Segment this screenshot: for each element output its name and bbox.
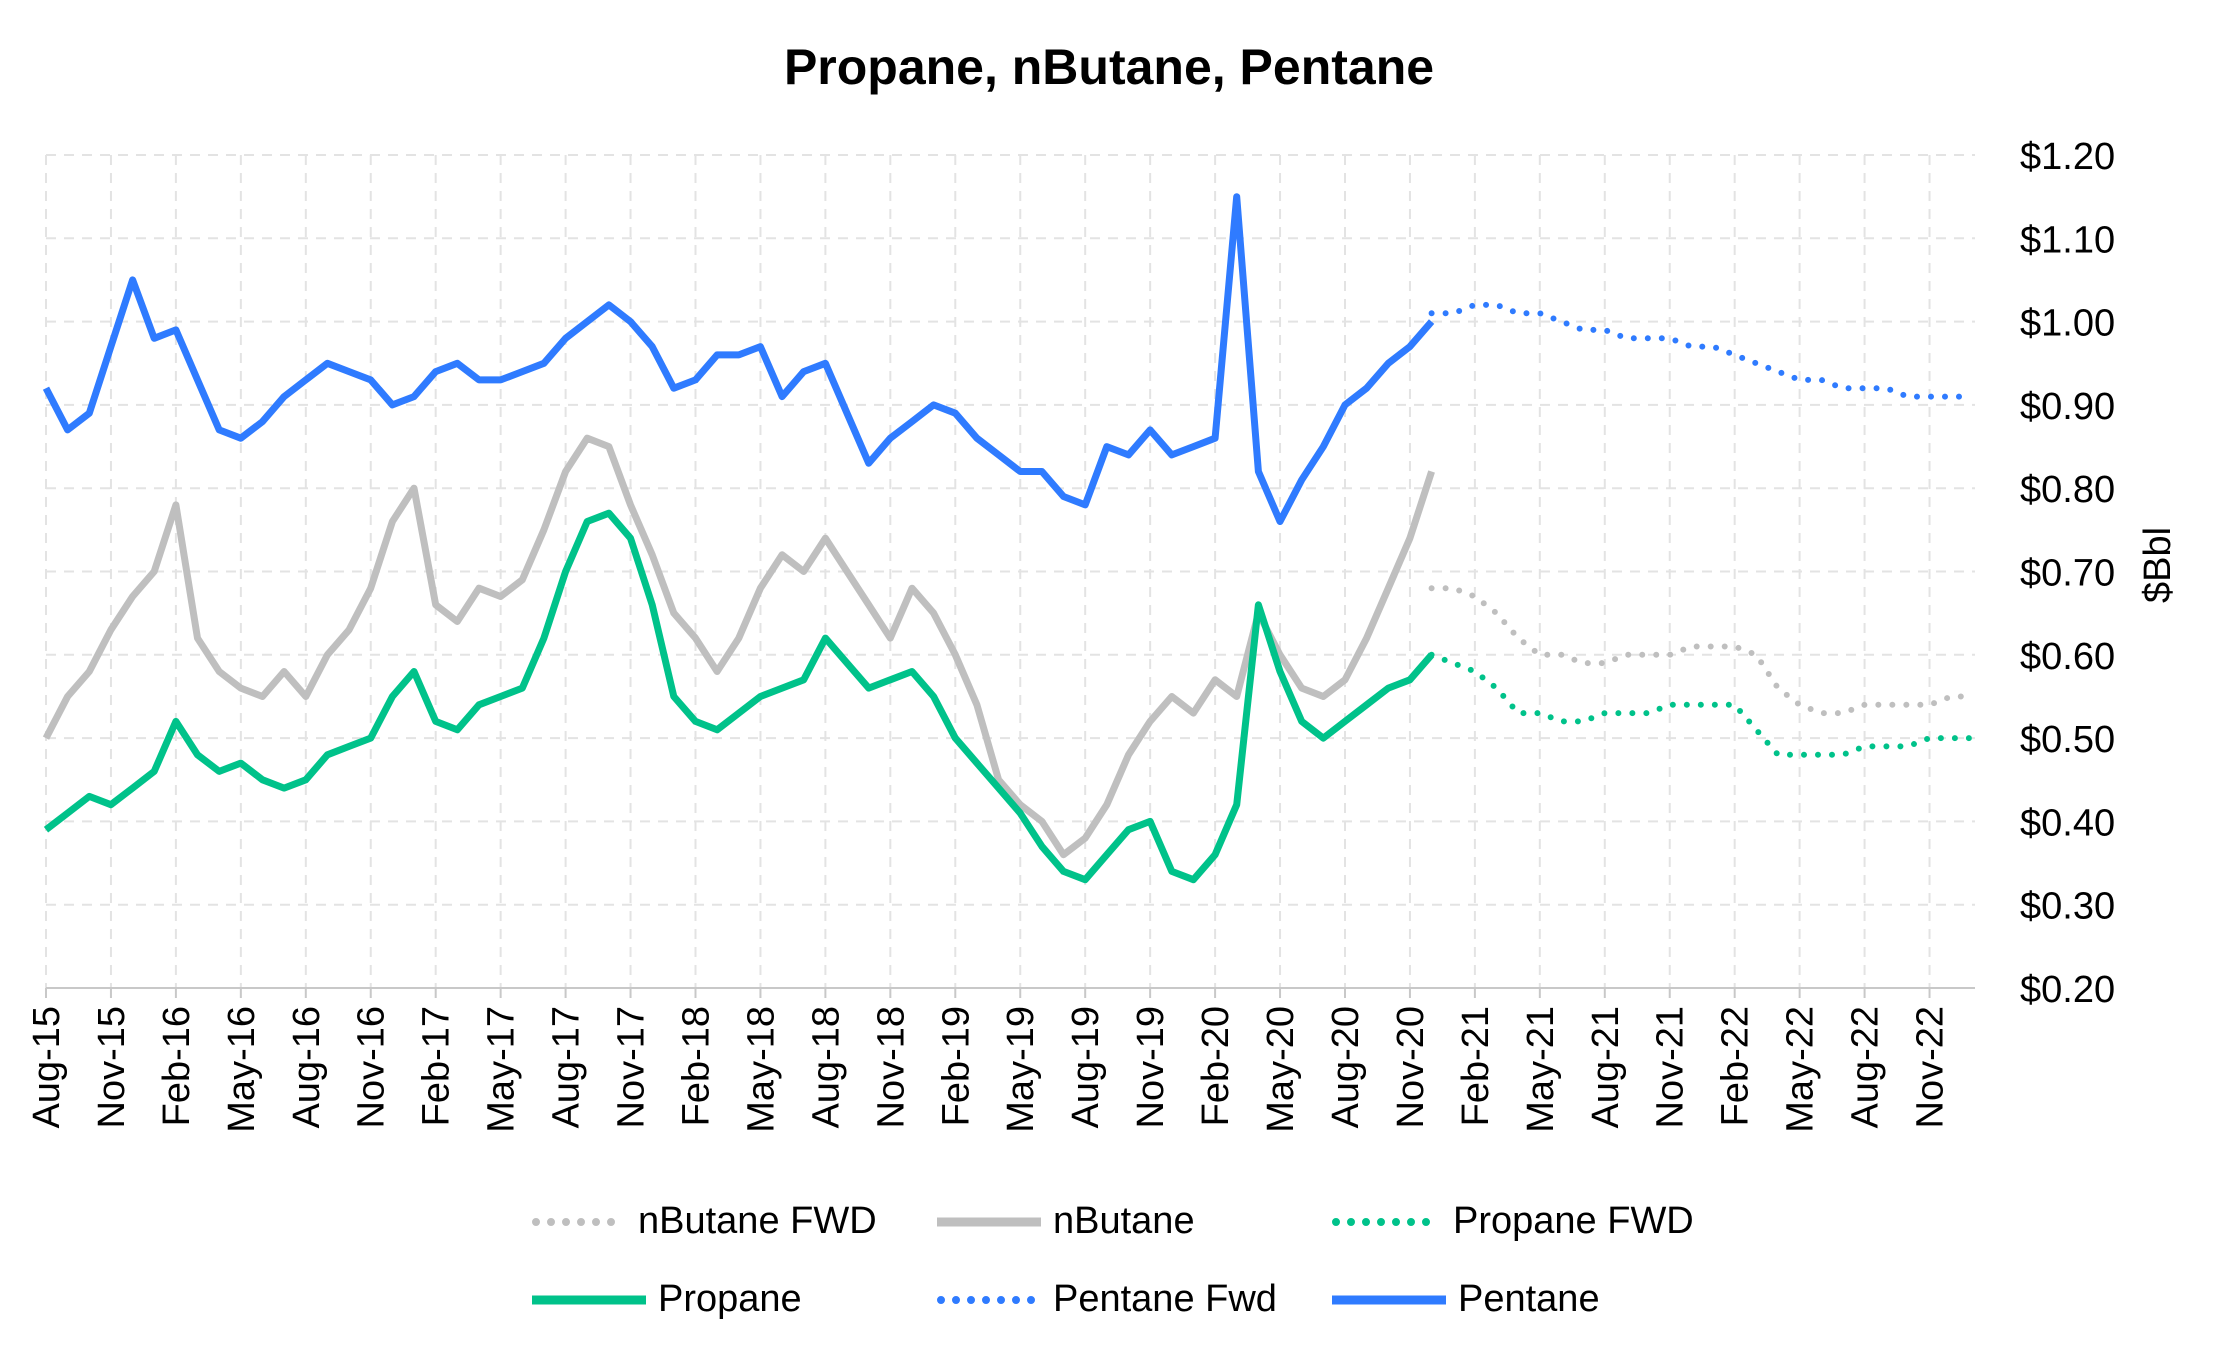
x-tick-label: Aug-21: [1585, 1006, 1627, 1129]
y-tick-label: $1.20: [2020, 136, 2115, 178]
series-line-pentane-fwd: [1428, 301, 1976, 400]
x-tick-label: Nov-20: [1390, 1006, 1432, 1129]
series-line-nbutane-fwd: [1428, 585, 1976, 717]
y-tick-label: $0.60: [2020, 636, 2115, 678]
x-tick-label: Feb-22: [1715, 1006, 1757, 1126]
y-tick-label: $0.30: [2020, 886, 2115, 928]
x-tick-label: May-21: [1520, 1006, 1562, 1133]
legend-item-nbutane: nButane: [935, 1200, 1195, 1243]
x-tick-label: Aug-16: [286, 1006, 328, 1129]
legend-swatch-dotted-green-icon: [1332, 1217, 1444, 1226]
series-line-propane: [43, 509, 1435, 884]
legend-item-propane: Propane: [530, 1278, 802, 1321]
x-tick-label: May-16: [221, 1006, 263, 1133]
series-line-nbutane: [42, 434, 1435, 859]
legend-label: Propane FWD: [1453, 1200, 1694, 1242]
legend-label: Pentane Fwd: [1053, 1278, 1277, 1320]
legend-swatch-dotted-gray-icon: [532, 1217, 630, 1226]
x-tick-label: May-19: [1000, 1006, 1042, 1133]
legend-item-propane-fwd: Propane FWD: [1330, 1200, 1694, 1243]
legend-swatch-solid-gray-icon: [937, 1217, 1041, 1226]
x-tick-label: May-18: [740, 1006, 782, 1133]
x-tick-label: Nov-17: [611, 1006, 653, 1129]
x-tick-label: Nov-18: [870, 1006, 912, 1129]
x-tick-label: Nov-21: [1650, 1006, 1692, 1129]
legend-item-pentane-fwd: Pentane Fwd: [935, 1278, 1277, 1321]
x-tick-label: Nov-19: [1130, 1006, 1172, 1129]
legend-item-nbutane-fwd: nButane FWD: [530, 1200, 877, 1243]
x-tick-label: Feb-16: [156, 1006, 198, 1126]
legend-swatch-dotted-blue-icon: [937, 1295, 1043, 1304]
y-tick-label: $1.00: [2020, 303, 2115, 345]
y-axis: $0.20 $0.30 $0.40 $0.50 $0.60 $0.70 $0.80 $0.90…: [2020, 136, 2115, 1011]
x-tick-label: Aug-20: [1325, 1006, 1367, 1129]
x-tick-labels: Aug-15 Nov-15 Feb-16 May-16 Aug-16 Nov-16 Feb-…: [26, 1006, 1952, 1133]
x-tick-label: Feb-17: [416, 1006, 458, 1126]
legend-swatch-solid-green-icon: [532, 1295, 646, 1304]
x-tick-label: May-20: [1260, 1006, 1302, 1133]
y-tick-label: $1.10: [2020, 219, 2115, 261]
x-tick-label: Feb-20: [1195, 1006, 1237, 1126]
series-line-pentane: [42, 193, 1435, 525]
x-tick-label: Nov-22: [1910, 1006, 1952, 1129]
x-tick-label: Nov-16: [351, 1006, 393, 1129]
y-tick-label: $0.70: [2020, 553, 2115, 595]
x-tick-label: Aug-15: [26, 1006, 68, 1129]
y-tick-label: $0.20: [2020, 969, 2115, 1011]
series-lines: [42, 193, 1976, 884]
legend-label: nButane: [1053, 1200, 1195, 1242]
y-tick-label: $0.80: [2020, 469, 2115, 511]
x-tick-label: Aug-19: [1065, 1006, 1107, 1129]
x-tick-label: Aug-18: [805, 1006, 847, 1129]
x-tick-label: Feb-18: [675, 1006, 717, 1126]
x-tick-label: May-17: [481, 1006, 523, 1133]
legend-label: nButane FWD: [638, 1200, 877, 1242]
y-tick-label: $0.90: [2020, 386, 2115, 428]
legend-item-pentane: Pentane: [1330, 1278, 1600, 1321]
y-tick-label: $0.40: [2020, 802, 2115, 844]
x-tick-label: Feb-21: [1455, 1006, 1497, 1126]
x-tick-label: May-22: [1780, 1006, 1822, 1133]
x-tick-label: Aug-22: [1845, 1006, 1887, 1129]
y-axis-label: $Bbl: [2137, 527, 2179, 603]
series-line-propane-fwd: [1428, 651, 1976, 758]
x-tick-label: Feb-19: [935, 1006, 977, 1126]
x-tick-label: Nov-15: [91, 1006, 133, 1129]
legend-label: Propane: [658, 1278, 802, 1320]
legend-swatch-solid-blue-icon: [1332, 1295, 1446, 1304]
chart-title: Propane, nButane, Pentane: [783, 39, 1435, 95]
x-tick-label: Aug-17: [546, 1006, 588, 1129]
grid-lines: [45, 154, 1975, 998]
y-tick-label: $0.50: [2020, 719, 2115, 761]
legend-label: Pentane: [1458, 1278, 1600, 1320]
